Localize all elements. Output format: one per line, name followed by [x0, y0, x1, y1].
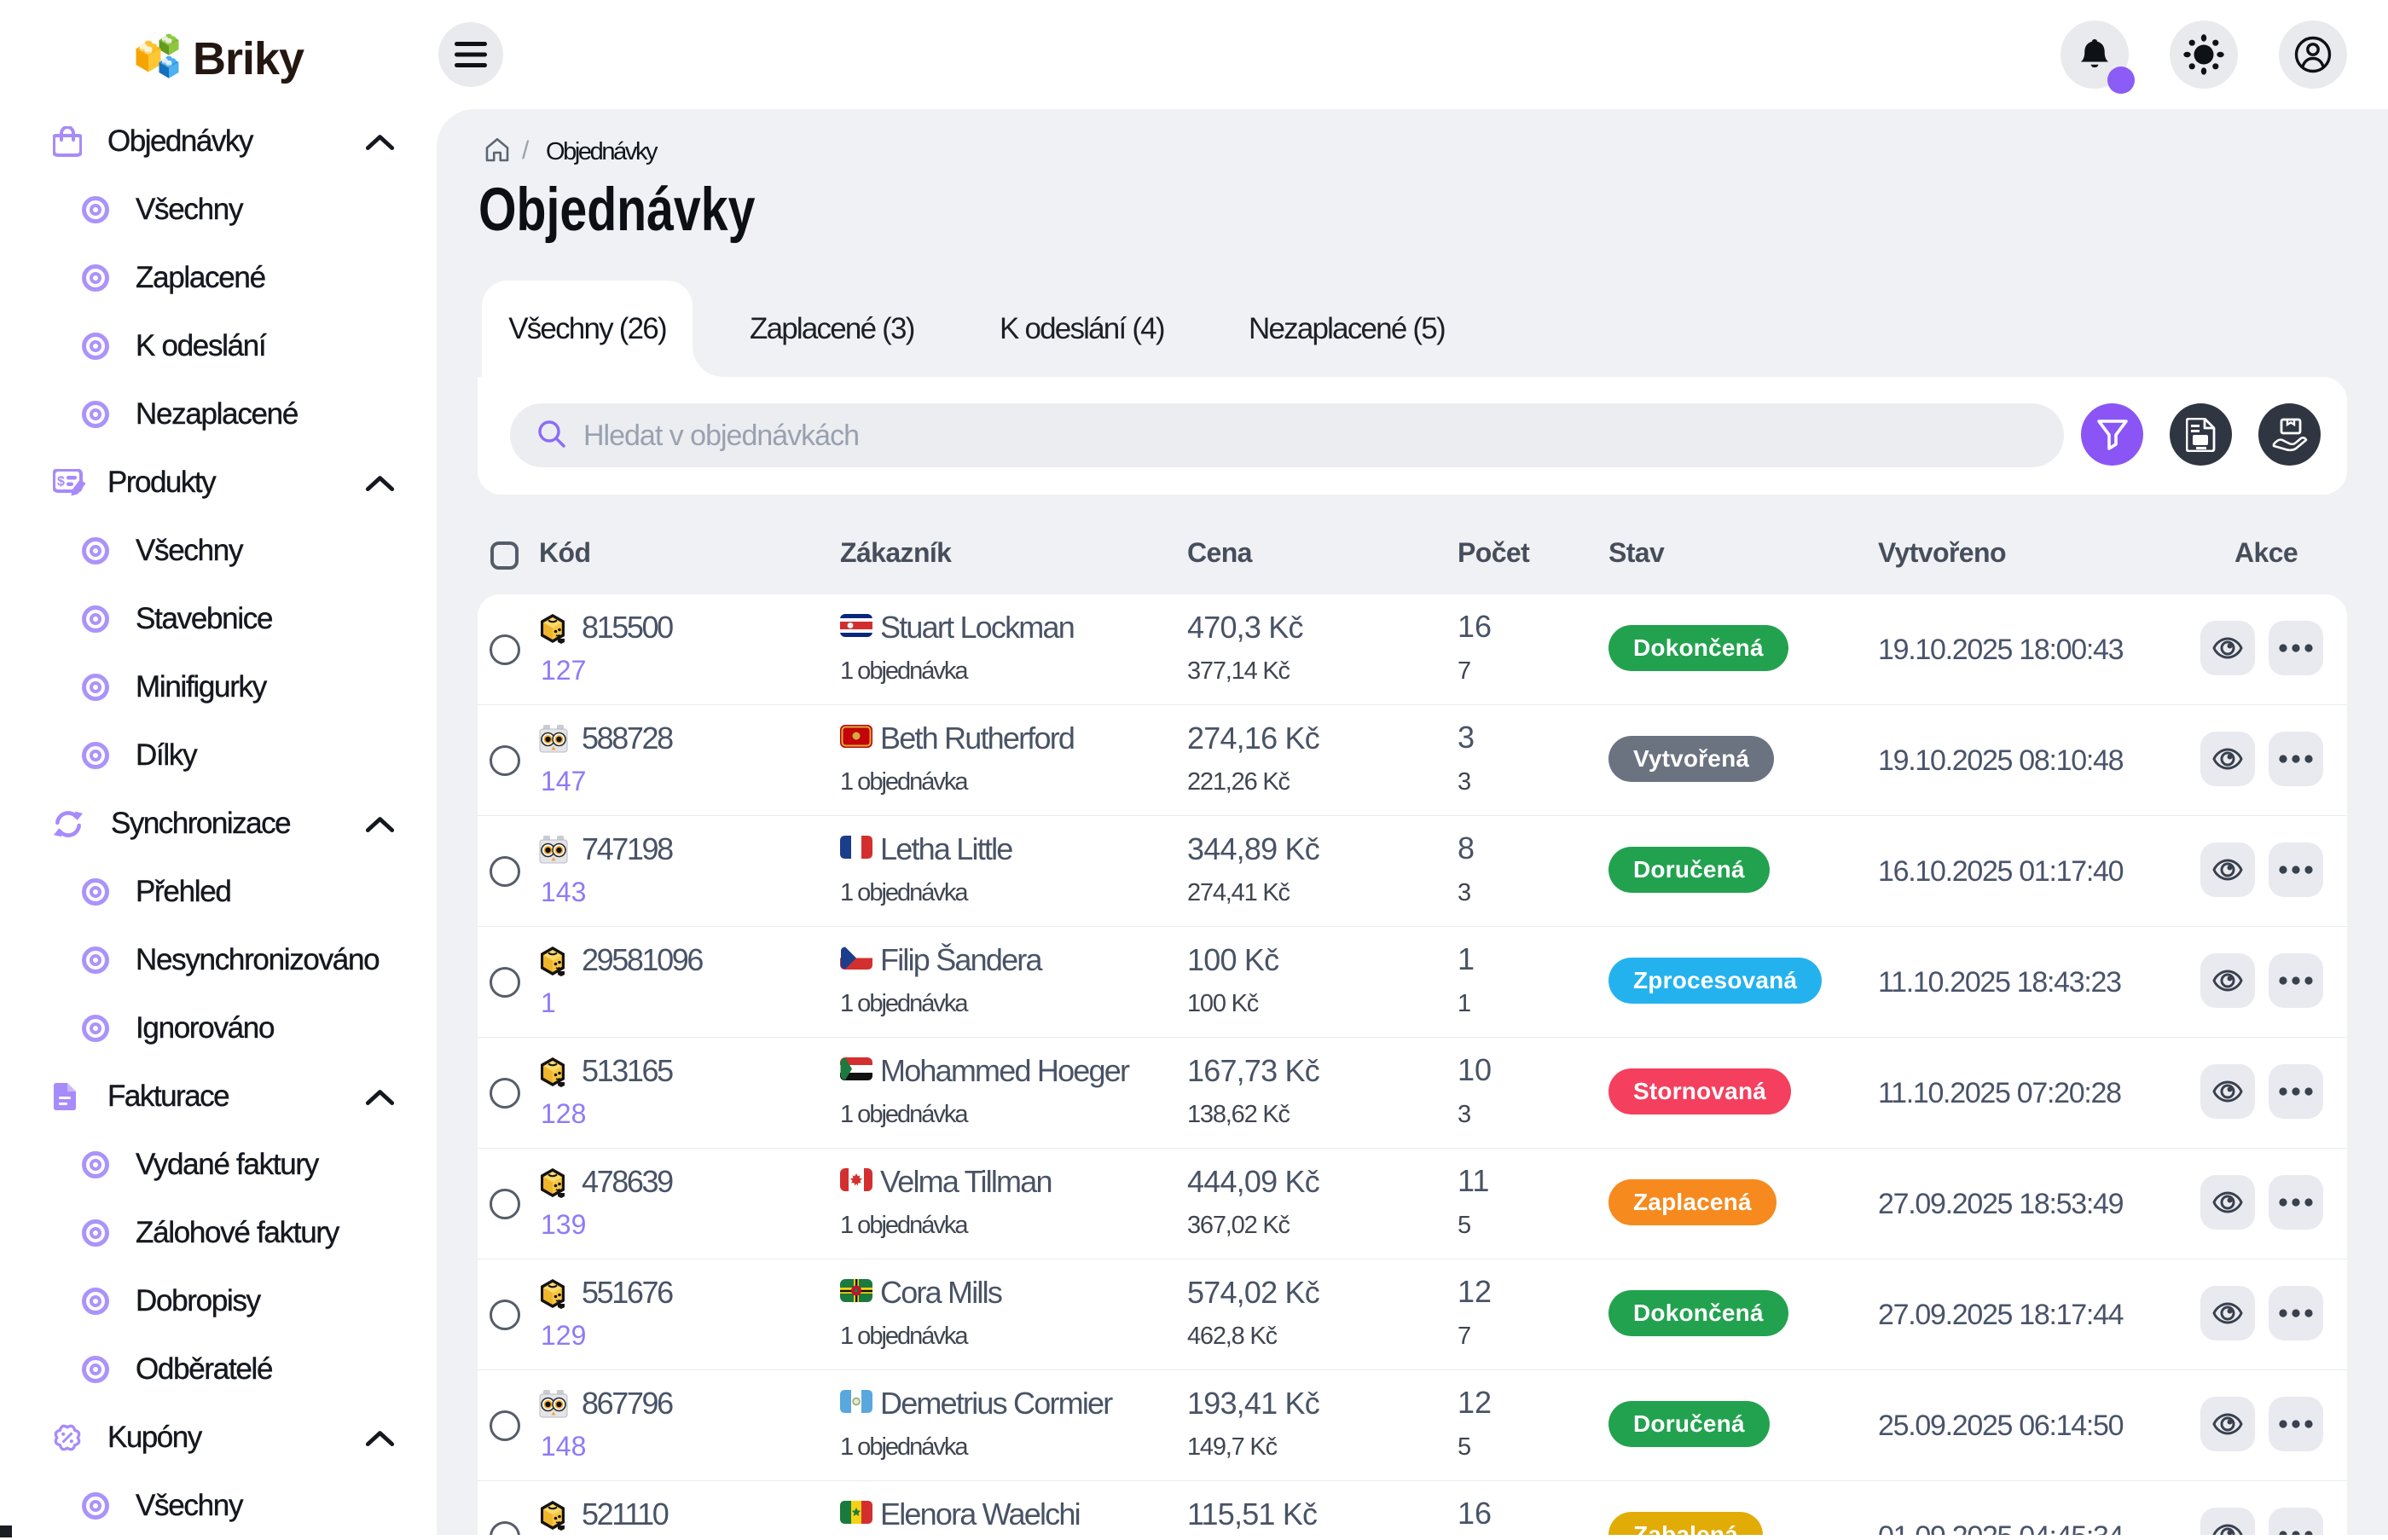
svg-text:$: $	[57, 475, 65, 489]
